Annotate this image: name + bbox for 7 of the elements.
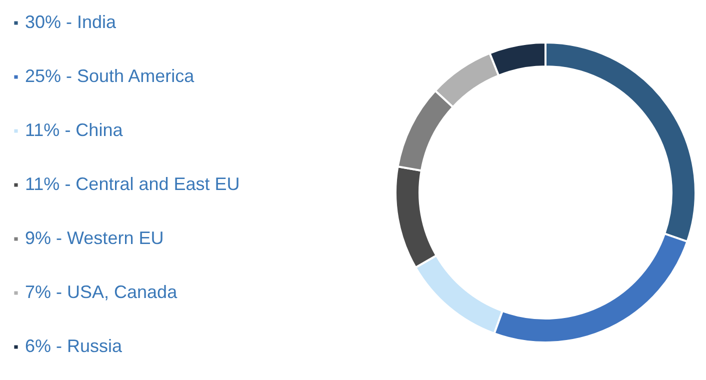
legend-label: 9% - Western EU <box>25 228 164 249</box>
legend-label: 11% - Central and East EU <box>25 174 240 195</box>
legend-label: 30% - India <box>25 12 116 33</box>
legend-label: 25% - South America <box>25 66 194 87</box>
legend-label: 6% - Russia <box>25 336 122 357</box>
legend-label: 7% - USA, Canada <box>25 282 178 303</box>
legend-label: 11% - China <box>25 120 123 141</box>
